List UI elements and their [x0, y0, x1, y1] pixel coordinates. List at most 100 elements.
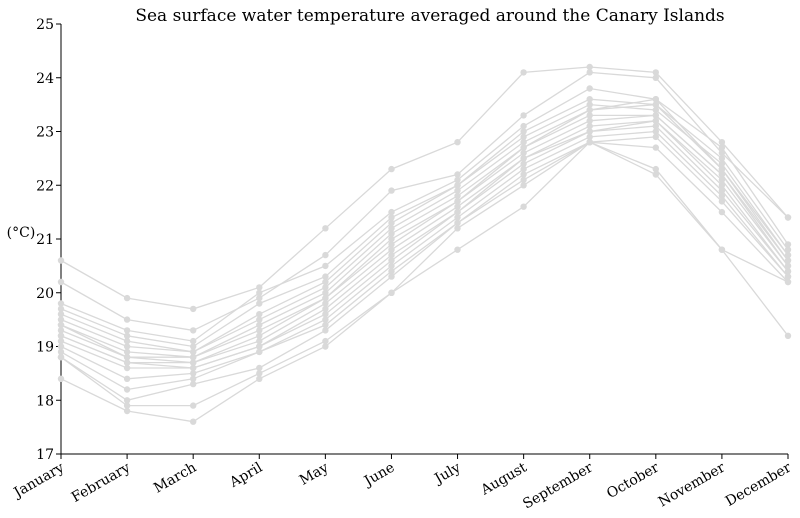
data-point [256, 370, 263, 377]
data-point [652, 122, 659, 130]
data-point [190, 354, 197, 361]
data-point [57, 311, 65, 318]
data-point [322, 321, 329, 329]
data-point [256, 332, 263, 339]
data-point [784, 273, 792, 280]
data-point [123, 402, 131, 409]
data-point [322, 300, 329, 307]
data-point [586, 112, 593, 119]
data-point [322, 343, 329, 350]
series-line-14 [60, 136, 789, 391]
data-point [520, 112, 527, 119]
series-line-17 [60, 141, 789, 423]
y-tick-label: 23 [36, 125, 54, 141]
data-point [190, 418, 197, 425]
data-point [322, 225, 329, 232]
series-line-4 [60, 98, 789, 348]
data-point [586, 122, 593, 130]
data-point [652, 165, 659, 173]
series-line-6 [60, 98, 789, 353]
data-point [388, 262, 395, 270]
axes: 17 18 19 20 21 22 23 24 25 January February March Ap… [10, 17, 795, 512]
data-point [57, 300, 65, 307]
series-layer [57, 63, 792, 425]
data-point [256, 321, 263, 329]
data-point [784, 214, 792, 221]
data-point [454, 182, 461, 189]
data-point [388, 225, 395, 232]
data-point [784, 332, 792, 339]
data-point [718, 182, 726, 189]
data-point [652, 101, 659, 108]
y-tick-label: 22 [36, 178, 54, 194]
data-point [652, 69, 659, 76]
data-point [388, 165, 395, 173]
data-point [57, 337, 65, 345]
data-point [123, 386, 131, 393]
series-line-13 [60, 130, 789, 380]
y-tick-label: 20 [36, 286, 54, 302]
data-point [652, 74, 659, 82]
data-point [190, 305, 197, 313]
series-line-3 [60, 87, 789, 342]
series-line-16 [60, 141, 789, 407]
x-tick-label: February [69, 460, 133, 506]
data-point [388, 268, 395, 275]
data-point [784, 262, 792, 270]
data-point [256, 300, 263, 307]
data-point [520, 149, 527, 157]
data-point [123, 375, 131, 382]
data-point [586, 63, 593, 71]
data-point [123, 316, 131, 323]
data-point [718, 208, 726, 216]
data-point [520, 176, 527, 184]
data-point [256, 364, 263, 372]
data-point [520, 122, 527, 130]
data-point [123, 332, 131, 339]
data-point [586, 101, 593, 108]
data-point [718, 171, 726, 178]
data-point [784, 278, 792, 286]
data-point [190, 337, 197, 345]
data-point [454, 192, 461, 200]
data-point [454, 198, 461, 205]
data-point [718, 160, 726, 167]
data-point [718, 144, 726, 151]
series-line-7 [60, 103, 789, 358]
data-point [520, 171, 527, 178]
data-point [57, 327, 65, 334]
data-point [256, 337, 263, 345]
data-point [388, 230, 395, 237]
data-point [123, 343, 131, 350]
data-point [454, 225, 461, 232]
data-point [652, 128, 659, 135]
data-point [454, 139, 461, 146]
data-point [190, 402, 197, 409]
data-point [322, 251, 329, 259]
series-line-1 [60, 66, 789, 310]
y-tick-label: 17 [36, 447, 54, 463]
y-tick-label: 24 [36, 71, 54, 87]
data-point [718, 165, 726, 173]
data-point [388, 219, 395, 227]
data-point [190, 364, 197, 372]
data-point [256, 327, 263, 334]
data-point [718, 246, 726, 253]
data-point [718, 192, 726, 200]
data-point [388, 257, 395, 264]
data-point [718, 198, 726, 205]
data-point [322, 337, 329, 345]
data-point [718, 149, 726, 157]
data-point [520, 182, 527, 189]
data-point [784, 251, 792, 259]
y-tick-label: 25 [36, 17, 54, 33]
data-point [784, 268, 792, 275]
data-point [586, 106, 593, 114]
x-tick-label: January [10, 460, 67, 502]
data-point [718, 155, 726, 162]
data-point [520, 155, 527, 162]
series-line-11 [60, 120, 789, 369]
data-point [388, 241, 395, 248]
